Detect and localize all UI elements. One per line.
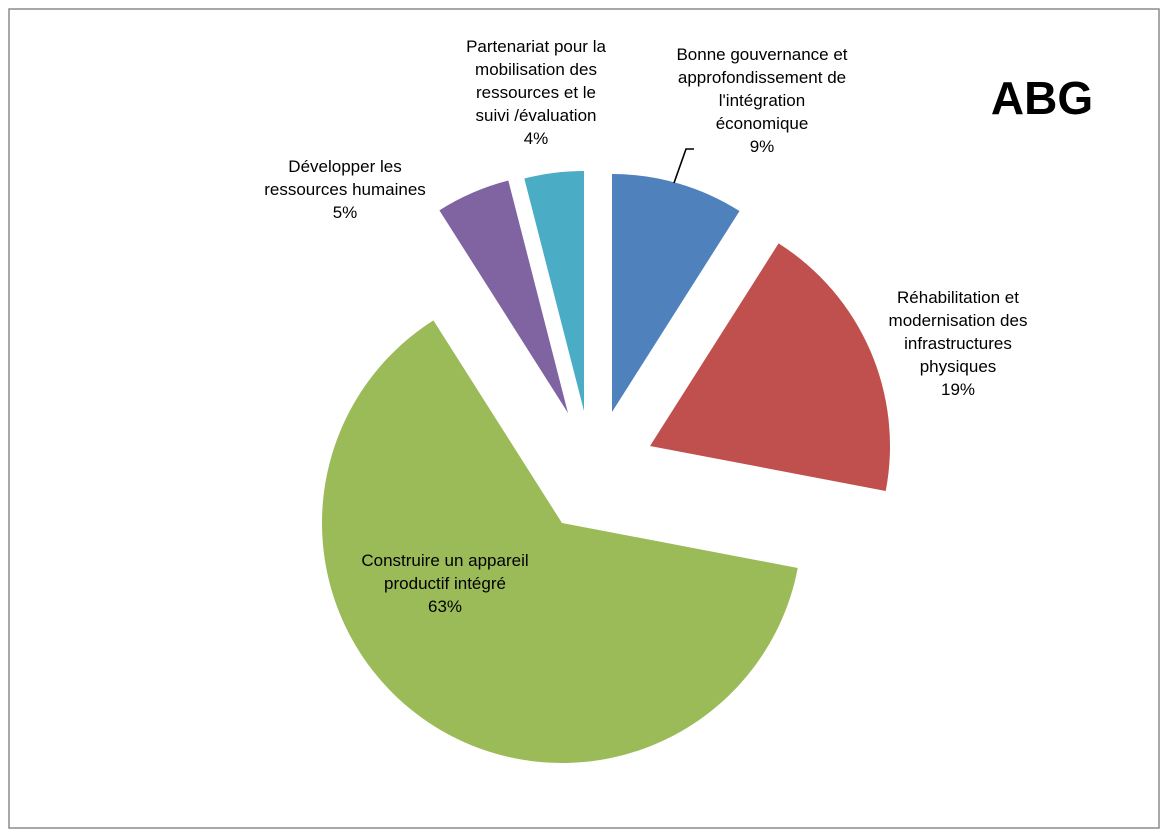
chart-title: ABG [991, 72, 1093, 124]
pie-slice [524, 171, 584, 411]
slice-label-line: suivi /évaluation [476, 106, 597, 125]
slice-label-line: productif intégré [384, 574, 506, 593]
slice-label: Réhabilitation et modernisation des infras… [889, 288, 1028, 399]
slice-label-line: modernisation des [889, 311, 1028, 330]
slice-label-line: ressources et le [476, 83, 596, 102]
pie-slices [322, 171, 891, 763]
slice-label-line: l'intégration [719, 91, 805, 110]
slice-label-line: infrastructures [904, 334, 1012, 353]
slice-percent-label: 63% [428, 597, 462, 616]
pie-slice [439, 180, 568, 413]
pie-slice [612, 174, 740, 412]
slice-percent-label: 9% [750, 137, 775, 156]
slice-label-line: mobilisation des [475, 60, 597, 79]
slice-label-line: approfondissement de [678, 68, 846, 87]
slice-percent-label: 4% [524, 129, 549, 148]
slice-label-line: Développer les [288, 157, 401, 176]
leader-lines [673, 148, 694, 184]
slice-percent-label: 19% [941, 380, 975, 399]
slice-label-line: Construire un appareil [361, 551, 528, 570]
slice-label-line: physiques [920, 357, 997, 376]
slice-label-line: économique [716, 114, 809, 133]
leader-line [673, 148, 694, 184]
slice-label-line: Bonne gouvernance et [676, 45, 847, 64]
slice-label: Construire un appareil productif intégré 6… [361, 551, 528, 616]
slice-label-line: ressources humaines [264, 180, 426, 199]
slice-percent-label: 5% [333, 203, 358, 222]
slice-label-line: Réhabilitation et [897, 288, 1019, 307]
slice-labels: Bonne gouvernance et approfondissement de… [264, 37, 1027, 616]
slice-label: Partenariat pour la mobilisation des resso… [466, 37, 606, 148]
slice-label: Développer les ressources humaines 5% [264, 157, 426, 222]
pie-slice [650, 243, 891, 491]
slice-label-line: Partenariat pour la [466, 37, 606, 56]
pie-slice [322, 320, 798, 763]
slice-label: Bonne gouvernance et approfondissement de… [676, 45, 847, 156]
